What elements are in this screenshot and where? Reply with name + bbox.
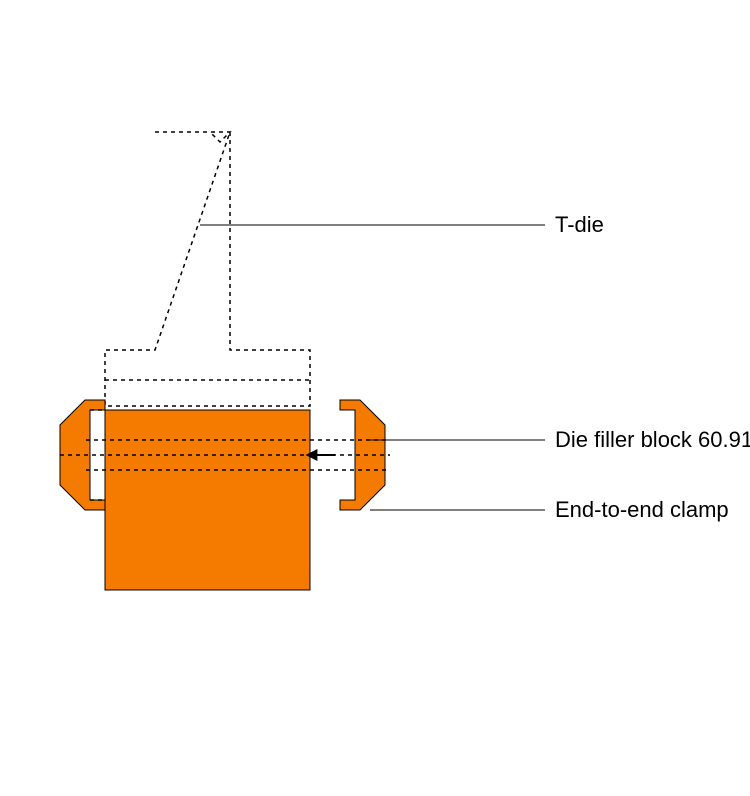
end-clamp-left <box>60 400 105 510</box>
die-assembly-diagram: T-die Die filler block 60.919 End-to-end c… <box>0 0 750 796</box>
end-clamp-right <box>340 400 385 510</box>
label-filler: Die filler block 60.919 <box>555 427 750 452</box>
label-clamp: End-to-end clamp <box>555 497 729 522</box>
label-t-die: T-die <box>555 212 604 237</box>
die-filler-block <box>105 410 310 590</box>
t-die-outline <box>105 132 310 406</box>
